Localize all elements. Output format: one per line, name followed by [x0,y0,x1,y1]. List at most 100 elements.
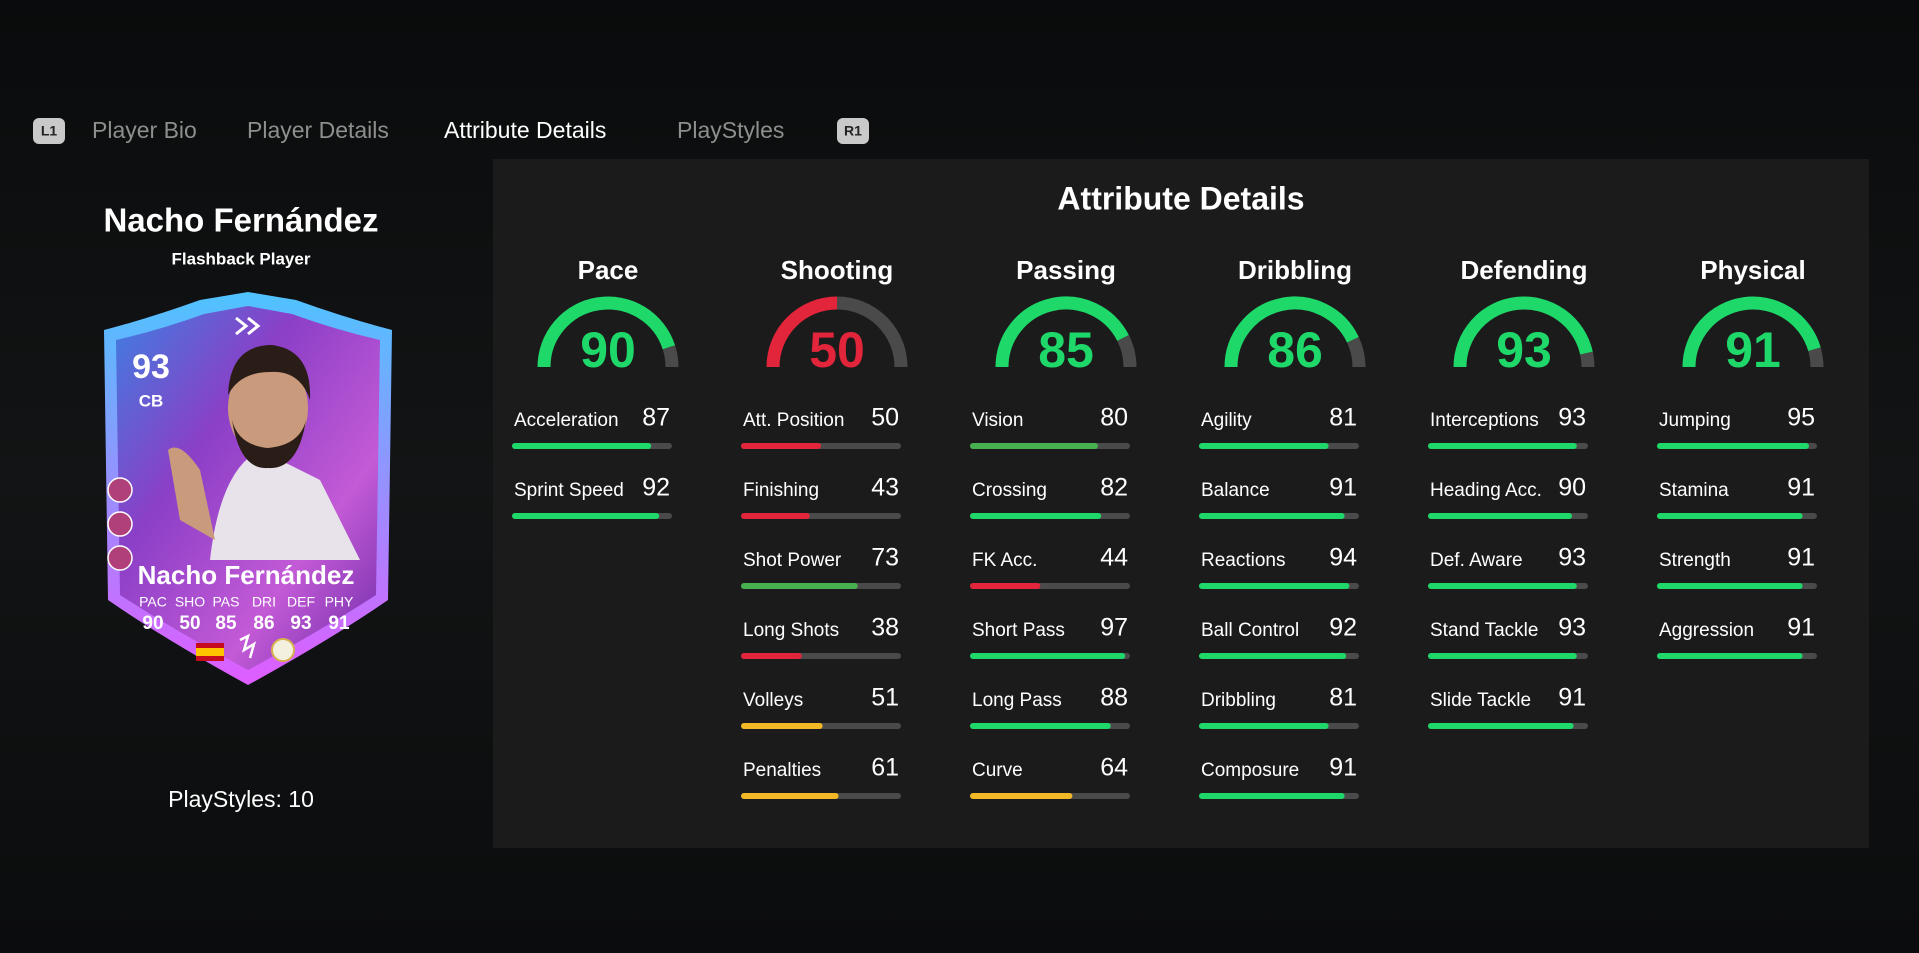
attribute-name: Interceptions [1430,410,1539,431]
tab[interactable]: Player Details [247,117,389,143]
shoulder-button[interactable] [837,118,869,144]
gauge-track [1808,347,1824,368]
attribute-bar [741,793,839,799]
attribute-value: 97 [1100,614,1128,642]
attribute-bar [741,723,823,729]
attribute-bar [1199,723,1329,729]
group-name: Defending [1460,255,1587,285]
attribute-value: 91 [1329,754,1357,782]
attribute-value: 95 [1787,404,1815,432]
attribute-name: Long Pass [972,690,1062,711]
attribute-name: Agility [1201,410,1252,431]
attribute-name: Ball Control [1201,620,1299,641]
card-rating: 93 [132,348,170,386]
gauge-arc [1453,296,1593,368]
shoulder-button[interactable] [33,118,65,144]
gauge-arc [1682,296,1821,368]
card-stat-value: 50 [179,613,200,634]
attribute-bar [741,513,810,519]
attribute-name: Stand Tackle [1430,620,1538,641]
attribute-name: Strength [1659,550,1731,571]
gauge-value: 91 [1725,322,1781,378]
player-card [104,292,392,685]
attribute-name: Slide Tackle [1430,690,1531,711]
card-stat-value: 93 [290,613,311,634]
button-label: R1 [844,123,862,139]
attribute-value: 81 [1329,404,1357,432]
gauge-arc [537,296,676,368]
gauge-value: 50 [809,322,865,378]
gauge-value: 85 [1038,322,1094,378]
attribute-value: 94 [1329,544,1357,572]
card-position: CB [139,391,164,410]
attribute-bar [1199,653,1347,659]
card-stat-value: 91 [328,613,350,634]
nation-flag-band [196,648,224,656]
group-name: Passing [1016,255,1116,285]
attribute-name: Reactions [1201,550,1286,571]
attribute-bar [1428,723,1574,729]
attribute-value: 93 [1558,544,1586,572]
attribute-bar [1199,793,1345,799]
attribute-bar [1428,653,1577,659]
attribute-bar [741,443,821,449]
attribute-name: Shot Power [743,550,842,571]
attribute-value: 93 [1558,404,1586,432]
playstyle-icon [107,511,133,537]
attribute-name: Short Pass [972,620,1065,641]
attribute-value: 91 [1558,684,1586,712]
attribute-bar [970,723,1111,729]
playstyles-count: PlayStyles: 10 [168,786,314,812]
card-stat-label: PHY [325,594,354,610]
gauge-arc [766,296,838,368]
attribute-bar [970,653,1126,659]
gauge-track [662,345,679,368]
player-name: Nacho Fernández [103,202,378,239]
attribute-bar [970,443,1098,449]
attribute-name: Long Shots [743,620,839,641]
attribute-bar [1199,513,1345,519]
attribute-value: 91 [1787,614,1815,642]
attribute-name: Penalties [743,760,821,781]
card-icon [235,316,261,336]
tab[interactable]: Player Bio [92,117,197,143]
card-stat-value: 85 [215,613,237,634]
attribute-name: Heading Acc. [1430,480,1542,501]
player-beard [232,420,306,469]
attribute-name: Att. Position [743,410,844,431]
attribute-name: FK Acc. [972,550,1037,571]
attribute-name: Jumping [1659,410,1731,431]
attribute-bar [741,583,858,589]
attribute-name: Crossing [972,480,1047,501]
gauge-value: 93 [1496,322,1552,378]
tab-bar: L1 R1 [33,118,869,144]
attribute-name: Composure [1201,760,1299,781]
attribute-value: 80 [1100,404,1128,432]
tab[interactable]: PlayStyles [677,117,784,143]
tab[interactable]: Attribute Details [444,117,606,143]
attribute-bar [741,653,802,659]
card-name: Nacho Fernández [138,560,355,590]
attribute-value: 90 [1558,474,1586,502]
card-stat-label: PAS [213,594,240,610]
attribute-name: Vision [972,410,1023,431]
attribute-name: Stamina [1659,480,1729,501]
attribute-value: 38 [871,614,899,642]
attribute-bar [1199,583,1350,589]
attribute-name: Def. Aware [1430,550,1523,571]
attribute-bar [1657,653,1803,659]
gauge-value: 90 [580,322,636,378]
button-label: L1 [41,123,58,139]
player-subtitle: Flashback Player [172,249,311,268]
league-logo [239,633,257,659]
attribute-bar [970,513,1102,519]
panel-title: Attribute Details [1057,180,1304,216]
gauge-track [1346,336,1366,368]
attribute-value: 44 [1100,544,1128,572]
attribute-value: 61 [871,754,899,782]
attribute-value: 93 [1558,614,1586,642]
attribute-value: 51 [871,684,899,712]
attribute-bar [512,513,660,519]
attribute-name: Dribbling [1201,690,1276,711]
